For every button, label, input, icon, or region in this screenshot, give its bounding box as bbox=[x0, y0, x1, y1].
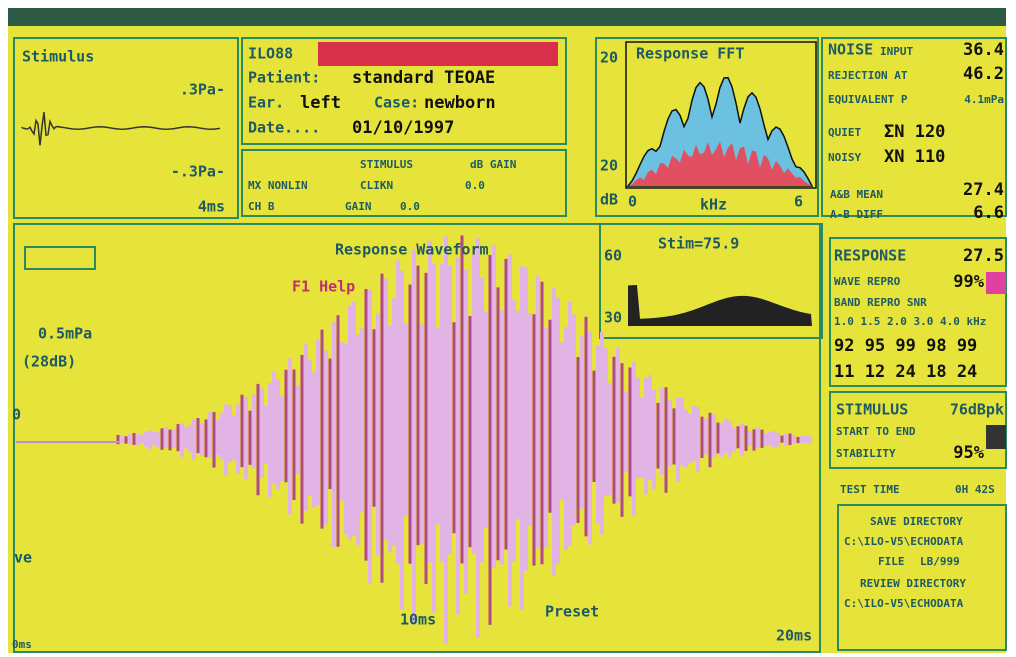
label: REJECTION AT bbox=[828, 69, 908, 82]
label: Ear. bbox=[248, 94, 284, 112]
label: CH B bbox=[248, 200, 275, 213]
label: 0 bbox=[12, 406, 21, 424]
label: dB bbox=[600, 191, 618, 209]
label: Stim=75.9 bbox=[658, 235, 739, 253]
label: Response Waveform bbox=[335, 241, 489, 259]
label: 20ms bbox=[776, 627, 812, 645]
label: WAVE REPRO bbox=[834, 275, 901, 288]
label: dB GAIN bbox=[470, 158, 516, 171]
value: XN 110 bbox=[884, 147, 945, 167]
label: 0ms bbox=[12, 638, 32, 651]
value: C:\ILO-V5\ECHODATA bbox=[844, 535, 964, 548]
indicator bbox=[986, 425, 1006, 449]
value: left bbox=[300, 93, 341, 113]
label: QUIET bbox=[828, 126, 861, 139]
label: STIMULUS bbox=[836, 401, 908, 419]
label: .3Pa- bbox=[180, 81, 225, 99]
value: 0H 42S bbox=[955, 483, 995, 496]
label: ILO88 bbox=[248, 45, 293, 63]
label: INPUT bbox=[880, 45, 913, 58]
label: Stimulus bbox=[22, 48, 94, 66]
label: STABILITY bbox=[836, 447, 896, 460]
label: 20 bbox=[600, 157, 618, 175]
label: 10ms bbox=[400, 611, 436, 629]
redacted-bar bbox=[318, 42, 558, 66]
value: ΣN 120 bbox=[884, 122, 945, 142]
value: 36.4 bbox=[963, 40, 1004, 60]
label: GAIN bbox=[345, 200, 372, 213]
label: SAVE DIRECTORY bbox=[870, 515, 963, 528]
label: MX NONLIN bbox=[248, 179, 308, 192]
label: Date.... bbox=[248, 119, 320, 137]
label: ve bbox=[14, 549, 32, 567]
value: 99% bbox=[953, 272, 984, 292]
label: STIMULUS bbox=[360, 158, 413, 171]
label: Case: bbox=[374, 94, 419, 112]
label: EQUIVALENT P bbox=[828, 93, 908, 106]
label: BAND REPRO SNR bbox=[834, 296, 927, 309]
label: Preset bbox=[545, 603, 599, 621]
label: START TO END bbox=[836, 425, 916, 438]
label: F1 Help bbox=[292, 278, 355, 296]
label: NOISE bbox=[828, 41, 873, 59]
label: 20 bbox=[600, 49, 618, 67]
value: 92 95 99 98 99 bbox=[834, 336, 977, 356]
indicator bbox=[986, 272, 1006, 294]
label: kHz bbox=[700, 196, 727, 214]
value: 0.0 bbox=[465, 179, 485, 192]
value: 76dBpk bbox=[950, 401, 1004, 419]
label: FILE bbox=[878, 555, 905, 568]
label: 0.5mPa bbox=[38, 325, 92, 343]
label: -.3Pa- bbox=[171, 163, 225, 181]
value: CLIKN bbox=[360, 179, 393, 192]
value: 95% bbox=[953, 443, 984, 463]
label: Response FFT bbox=[636, 45, 744, 63]
label: 30 bbox=[604, 309, 622, 327]
label: NOISY bbox=[828, 151, 861, 164]
label: REVIEW DIRECTORY bbox=[860, 577, 966, 590]
label: A&B MEAN bbox=[830, 188, 883, 201]
value: 01/10/1997 bbox=[352, 118, 454, 138]
value: newborn bbox=[424, 93, 496, 113]
label: RESPONSE bbox=[834, 247, 906, 265]
label: 6 bbox=[794, 193, 803, 211]
value: standard TEOAE bbox=[352, 68, 495, 88]
top-bar bbox=[8, 8, 1006, 26]
label: 60 bbox=[604, 247, 622, 265]
label: A-B DIFF bbox=[830, 208, 883, 221]
value: 4.1mPa bbox=[964, 93, 1004, 106]
value: LB/999 bbox=[920, 555, 960, 568]
value: 27.4 bbox=[963, 180, 1004, 200]
value: 0.0 bbox=[400, 200, 420, 213]
label: Patient: bbox=[248, 69, 320, 87]
value: 46.2 bbox=[963, 64, 1004, 84]
value: 27.5 bbox=[963, 246, 1004, 266]
value: 6.6 bbox=[973, 203, 1004, 223]
label: (28dB) bbox=[22, 353, 76, 371]
screen: Stimulus .3Pa- -.3Pa- 4ms ILO88 Patient:… bbox=[0, 0, 1016, 657]
value: 11 12 24 18 24 bbox=[834, 362, 977, 382]
value: C:\ILO-V5\ECHODATA bbox=[844, 597, 964, 610]
label: 1.0 1.5 2.0 3.0 4.0 kHz bbox=[834, 315, 986, 328]
label: 4ms bbox=[198, 198, 225, 216]
label: 0 bbox=[628, 193, 637, 211]
label: TEST TIME bbox=[840, 483, 900, 496]
